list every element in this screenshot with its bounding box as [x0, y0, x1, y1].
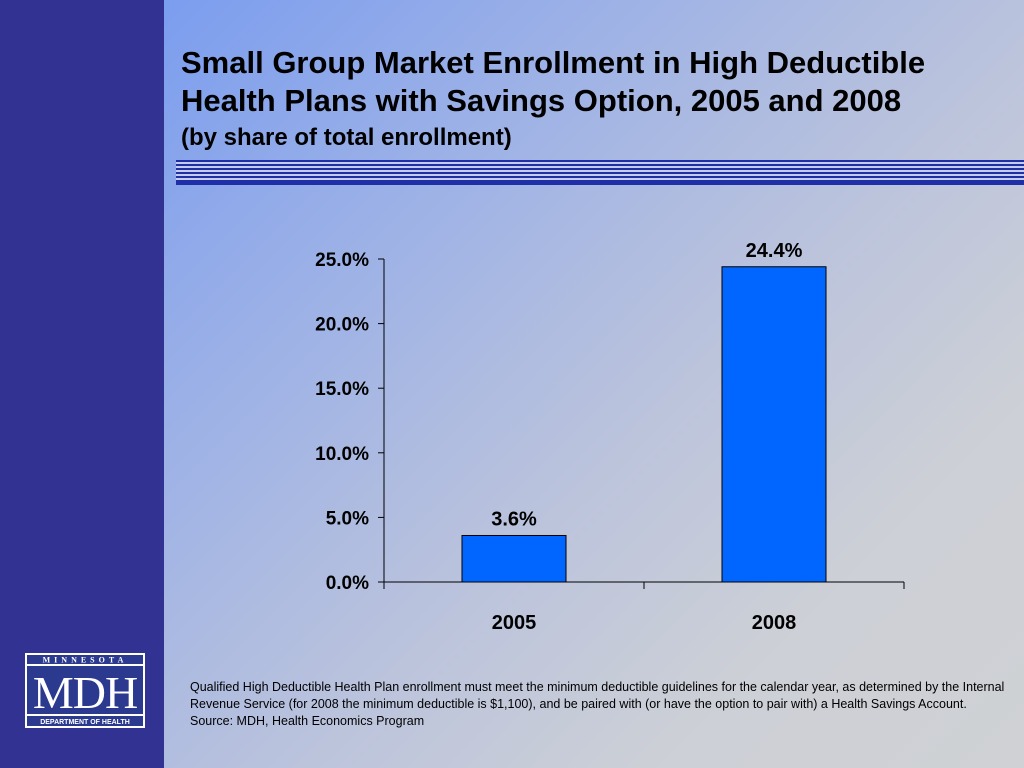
y-tick-label: 15.0%	[315, 379, 369, 400]
footnote: Qualified High Deductible Health Plan en…	[190, 679, 1015, 730]
y-tick-label: 10.0%	[315, 444, 369, 465]
x-tick-label-2008: 2008	[752, 612, 797, 634]
slide-title: Small Group Market Enrollment in High De…	[181, 45, 926, 118]
svg-text:MDH: MDH	[33, 667, 137, 718]
svg-text:DEPARTMENT OF HEALTH: DEPARTMENT OF HEALTH	[40, 719, 130, 726]
title-rule-base	[176, 181, 1024, 185]
x-tick-label-2005: 2005	[492, 612, 537, 634]
mdh-logo: MINNESOTA MDH DEPARTMENT OF HEALTH	[25, 653, 145, 728]
svg-text:MINNESOTA: MINNESOTA	[43, 656, 128, 665]
source-text: Source: MDH, Health Economics Program	[190, 714, 425, 728]
bar-2005	[461, 534, 567, 583]
data-label-2008: 24.4%	[746, 240, 803, 262]
bar-2008	[721, 266, 827, 583]
title-rule	[176, 160, 1024, 185]
y-tick-label: 25.0%	[315, 250, 369, 271]
y-tick-label: 20.0%	[315, 315, 369, 336]
data-label-2005: 3.6%	[491, 508, 537, 530]
sidebar-band	[0, 0, 164, 768]
y-tick-label: 0.0%	[326, 573, 369, 594]
y-tick-label: 5.0%	[326, 508, 369, 529]
footnote-text: Qualified High Deductible Health Plan en…	[190, 680, 1005, 711]
slide-subtitle: (by share of total enrollment)	[181, 124, 512, 151]
